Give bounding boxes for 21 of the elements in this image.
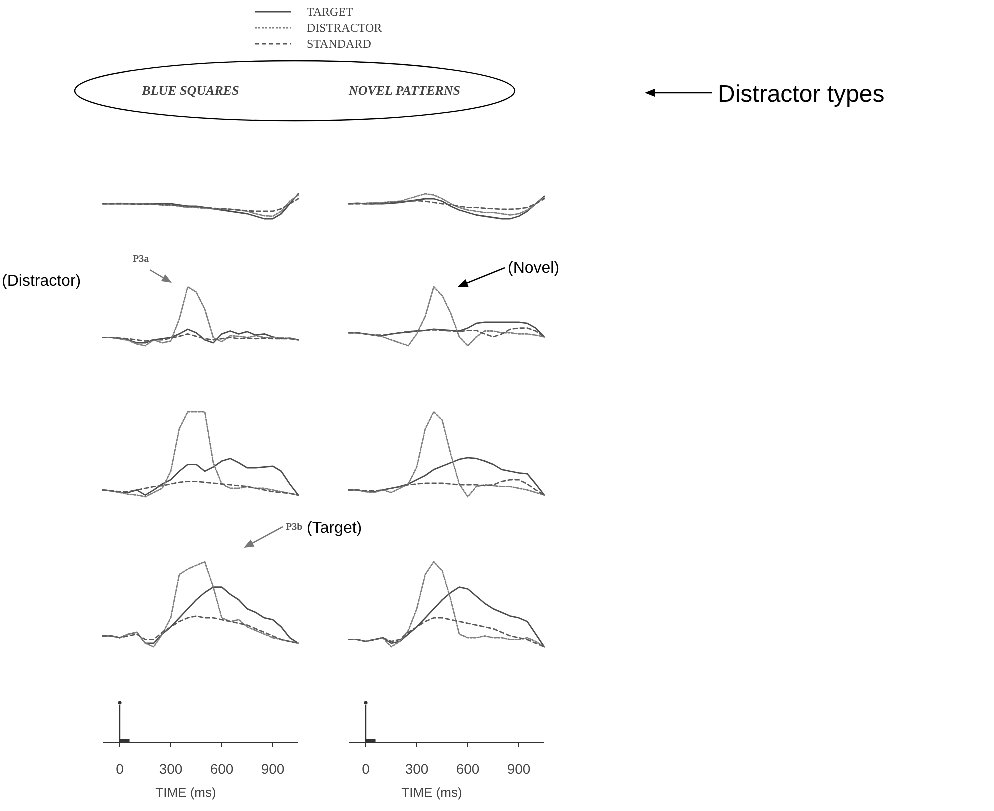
legend-label: DISTRACTOR (307, 21, 382, 35)
x-tick-label: 300 (405, 761, 429, 777)
x-tick-label: 600 (210, 761, 234, 777)
x-tick-label: 300 (159, 761, 183, 777)
x-tick-label: 900 (507, 761, 531, 777)
x-tick-label: 0 (116, 761, 124, 777)
text: (Target) (307, 520, 362, 537)
text: P3a (133, 254, 150, 265)
text: P3b (286, 522, 304, 533)
x-tick-label: 0 (362, 761, 370, 777)
text: (Distractor) (2, 273, 82, 290)
chart-title: BLUE SQUARES (141, 83, 240, 98)
x-axis-title: TIME (ms) (156, 785, 216, 800)
legend-label: TARGET (307, 5, 354, 19)
text: Distractor types (718, 81, 885, 108)
legend-label: STANDARD (307, 37, 372, 51)
text: (Novel) (508, 260, 560, 277)
chart-title: NOVEL PATTERNS (348, 83, 461, 98)
x-tick-label: 600 (456, 761, 480, 777)
x-axis-title: TIME (ms) (402, 785, 462, 800)
x-tick-label: 900 (261, 761, 285, 777)
